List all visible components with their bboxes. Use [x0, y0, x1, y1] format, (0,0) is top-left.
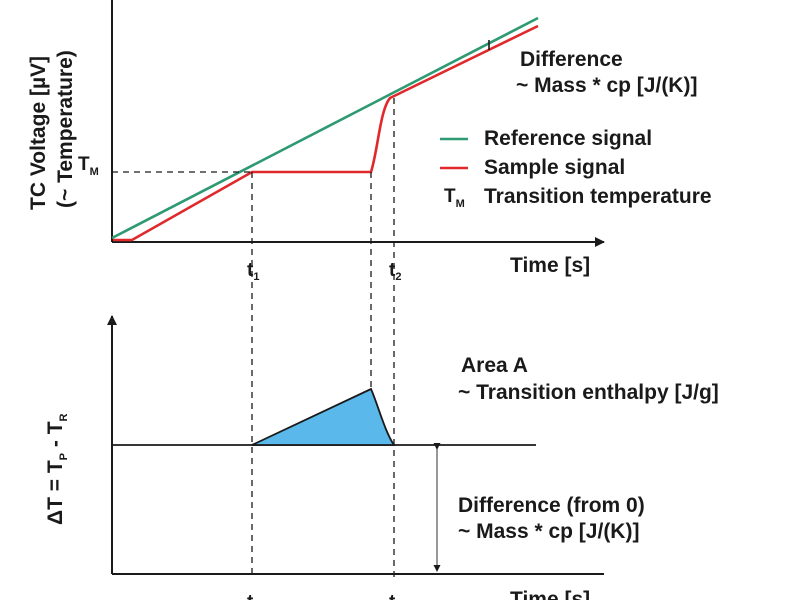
sample-signal-line [113, 24, 539, 242]
bottom-t1-label: t [247, 592, 254, 600]
bottom-x-label: Time [s] [510, 588, 590, 600]
top-plot: TC Voltage [µV] (~ Temperature) TM t1 t2… [27, 0, 712, 578]
legend-sample-label: Sample signal [484, 156, 625, 179]
legend-tm-symbol: TM [444, 186, 465, 210]
top-difference-title: Difference [520, 48, 623, 71]
legend-reference-label: Reference signal [484, 127, 652, 150]
top-y-label-line1: TC Voltage [µV] [27, 56, 50, 210]
bottom-plot: ΔT = TP - TR Area A ~ Transition enthalp… [44, 315, 719, 600]
legend: Reference signal Sample signal TM Transi… [440, 127, 712, 210]
reference-signal-line [111, 16, 539, 240]
bottom-y-label: ΔT = TP - TR [44, 413, 70, 525]
t2-label: t2 [389, 260, 401, 283]
top-y-label-line2: (~ Temperature) [54, 50, 77, 208]
area-a-description: ~ Transition enthalpy [J/g] [458, 381, 719, 404]
area-a-title: Area A [461, 354, 528, 377]
t1-label: t1 [247, 260, 259, 283]
tm-axis-label: TM [78, 154, 99, 178]
area-a-peak [251, 387, 396, 446]
legend-tm-label: Transition temperature [484, 185, 712, 208]
top-difference-formula: ~ Mass * cp [J/(K)] [516, 74, 697, 97]
bottom-difference-formula: ~ Mass * cp [J/(K)] [458, 520, 639, 543]
bottom-t2-label: t [389, 592, 396, 600]
top-x-label: Time [s] [510, 254, 590, 277]
bottom-difference-title: Difference (from 0) [458, 494, 645, 517]
